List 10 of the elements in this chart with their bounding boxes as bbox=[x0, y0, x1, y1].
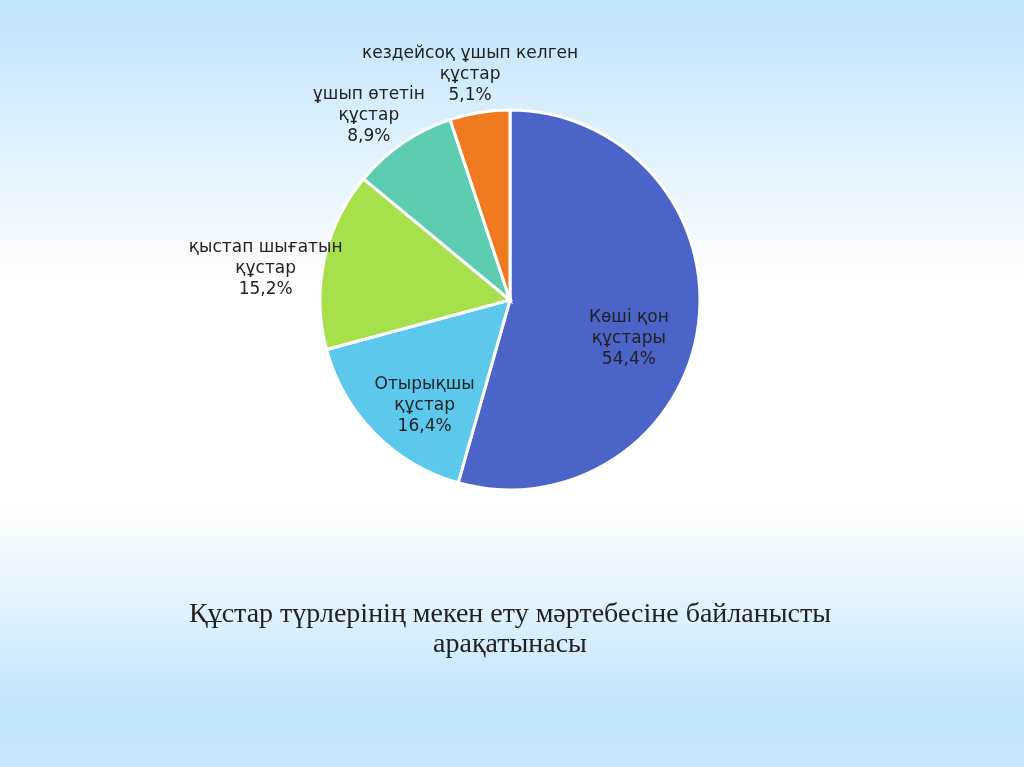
data-label: 8,9% bbox=[347, 124, 391, 145]
data-label: 16,4% bbox=[397, 415, 452, 436]
slice-label: ұшып өтетін құстар bbox=[312, 82, 425, 124]
slice-label: кездейсоқ ұшып келген құстар bbox=[362, 42, 579, 84]
slice-label: Отырықшы құстар bbox=[374, 373, 475, 415]
text: Құстар түрлерінің мекен ету мәртебесіне байланысты арақатынасы bbox=[188, 597, 832, 658]
slice-label: Көші қон құстары bbox=[588, 305, 669, 347]
data-label: 15,2% bbox=[238, 278, 293, 298]
data-label: 5,1% bbox=[448, 84, 492, 105]
data-label: 54,4% bbox=[601, 347, 656, 368]
